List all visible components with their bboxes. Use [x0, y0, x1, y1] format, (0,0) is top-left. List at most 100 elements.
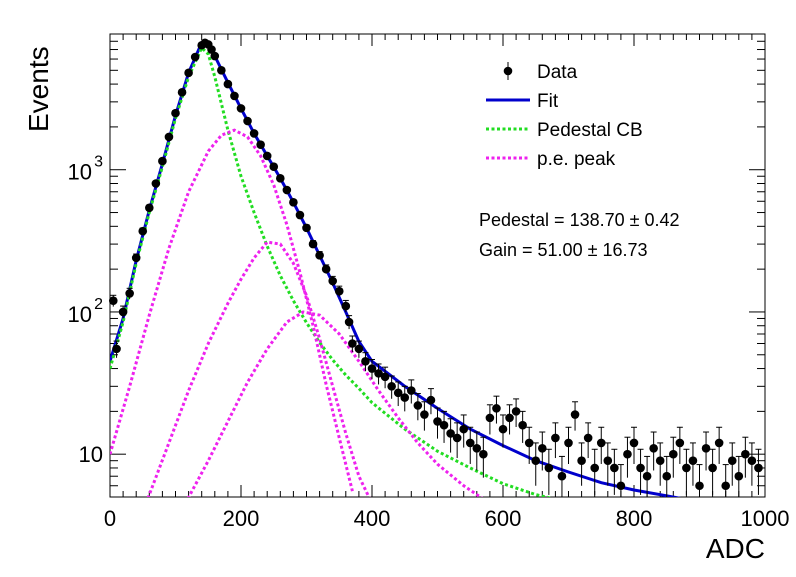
annotation-text: Pedestal = 138.70 ± 0.42 [479, 210, 680, 230]
data-point [714, 438, 724, 448]
data-point [479, 449, 488, 459]
curve-4 [146, 240, 371, 497]
data-point [243, 116, 252, 126]
data-point [446, 429, 455, 438]
data-point [426, 395, 436, 405]
data-point [158, 156, 167, 166]
data-point [505, 413, 514, 423]
data-point [217, 66, 226, 75]
data-point [557, 471, 567, 481]
data-point [223, 79, 233, 89]
data-point [269, 162, 279, 172]
data-point [590, 463, 599, 473]
data-point [344, 317, 354, 327]
data-point [400, 393, 410, 402]
data-point [210, 51, 220, 61]
y-tick-exponent: 3 [94, 154, 103, 171]
curve-1 [110, 41, 682, 497]
data-point [171, 108, 180, 118]
data-point [734, 471, 744, 481]
data-point [249, 129, 259, 138]
data-point [348, 339, 357, 348]
data-point [708, 463, 717, 473]
data-point [485, 413, 495, 423]
data-point [302, 223, 311, 233]
x-tick-label: 800 [616, 506, 653, 531]
data-point [511, 407, 521, 416]
y-tick-label: 10 [68, 160, 92, 185]
data-point [164, 132, 174, 142]
y-tick-exponent: 2 [94, 296, 103, 313]
data-point [112, 344, 121, 354]
data-point [629, 438, 639, 448]
legend-marker [503, 66, 513, 76]
data-point [524, 438, 534, 448]
data-point [688, 456, 698, 465]
data-point [649, 443, 658, 453]
data-point [741, 449, 750, 459]
curves-group [110, 41, 682, 497]
curve-5 [187, 310, 484, 497]
data-point [131, 253, 141, 263]
y-tick-label: 10 [68, 302, 92, 327]
data-point [380, 372, 390, 382]
data-point [420, 410, 429, 419]
data-point [439, 420, 449, 430]
data-point [695, 481, 704, 491]
data-point [616, 481, 626, 491]
x-tick-label: 400 [354, 506, 391, 531]
data-point [367, 364, 377, 373]
data-point [177, 88, 187, 97]
data-point [387, 382, 396, 391]
data-point [564, 438, 573, 448]
data-point [472, 443, 482, 453]
data-point [361, 356, 370, 366]
data-point [642, 471, 652, 481]
data-point [623, 449, 632, 459]
data-point [262, 151, 272, 161]
data-point [374, 369, 383, 378]
data-point [407, 386, 416, 395]
data-point [276, 174, 285, 183]
data-point [315, 251, 324, 260]
data-point [682, 463, 691, 473]
data-point [538, 443, 547, 453]
annotation-text: Gain = 51.00 ± 16.73 [479, 240, 648, 260]
data-point [236, 104, 246, 113]
data-point [452, 433, 462, 443]
data-point [669, 449, 678, 459]
data-point [596, 438, 606, 448]
data-point [282, 185, 292, 195]
data-point [334, 286, 344, 296]
data-point [295, 210, 305, 220]
data-point [145, 203, 154, 213]
data-point [256, 140, 265, 149]
data-point [754, 463, 763, 473]
data-point [583, 433, 593, 443]
data-point [465, 438, 475, 448]
data-point [544, 463, 554, 473]
data-point [459, 424, 469, 434]
data-point [207, 45, 216, 54]
legend-label: Pedestal CB [537, 120, 643, 141]
data-point [125, 289, 134, 298]
legend-label: Fit [537, 91, 559, 112]
x-axis-label: ADC [706, 533, 765, 564]
data-point [108, 296, 118, 305]
data-point [184, 68, 193, 78]
data-point [531, 456, 541, 465]
annotations: Pedestal = 138.70 ± 0.42 Gain = 51.00 ± 1… [479, 210, 680, 260]
data-point [151, 179, 161, 188]
data-point [701, 443, 711, 453]
data-point [118, 307, 128, 317]
curve-3 [110, 128, 354, 492]
data-point [190, 52, 200, 62]
data-point [230, 91, 239, 101]
x-tick-label: 600 [485, 506, 522, 531]
data-point [321, 264, 331, 274]
data-point [662, 471, 672, 481]
data-point [492, 404, 501, 413]
